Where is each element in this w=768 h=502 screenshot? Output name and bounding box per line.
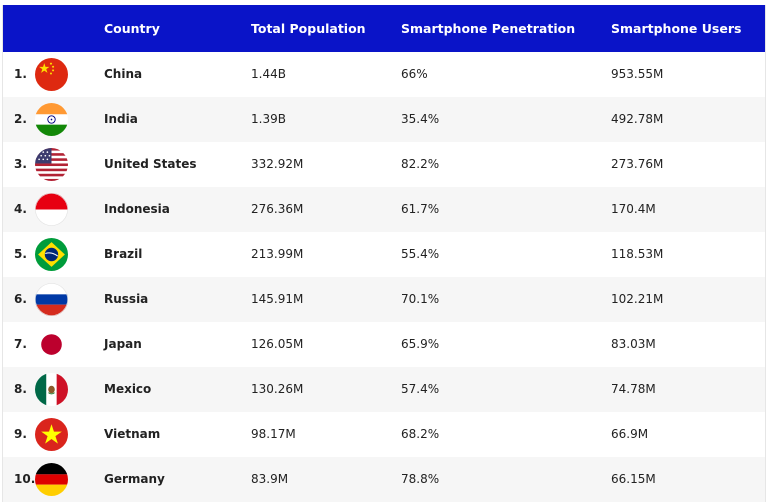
total-population: 126.05M bbox=[251, 337, 304, 351]
total-population: 1.39B bbox=[251, 112, 286, 126]
table-row: 3. United States 332.92M 82.2% 273.76M bbox=[3, 142, 765, 187]
country-name: Vietnam bbox=[104, 427, 161, 441]
smartphone-users: 83.03M bbox=[611, 337, 656, 351]
table-row: 1. China 1.44B 66% 953.55M bbox=[3, 52, 765, 97]
smartphone-users: 953.55M bbox=[611, 67, 664, 81]
rank: 5. bbox=[14, 247, 27, 261]
total-population: 130.26M bbox=[251, 382, 304, 396]
country-name: India bbox=[104, 112, 138, 126]
smartphone-users: 170.4M bbox=[611, 202, 656, 216]
country-name: Russia bbox=[104, 292, 149, 306]
table-row: 8. Mexico 130.26M 57.4% 74.78M bbox=[3, 367, 765, 412]
header-smartphone-penetration: Smartphone Penetration bbox=[401, 21, 576, 36]
rank: 9. bbox=[14, 427, 27, 441]
smartphone-users: 492.78M bbox=[611, 112, 664, 126]
rank: 8. bbox=[14, 382, 27, 396]
india-flag-icon bbox=[35, 103, 68, 136]
country-name: United States bbox=[104, 157, 197, 171]
smartphone-penetration: 55.4% bbox=[401, 247, 440, 261]
smartphone-penetration: 66% bbox=[401, 67, 428, 81]
total-population: 145.91M bbox=[251, 292, 304, 306]
total-population: 83.9M bbox=[251, 472, 289, 486]
country-name: Germany bbox=[104, 472, 165, 486]
country-name: China bbox=[104, 67, 143, 81]
total-population: 276.36M bbox=[251, 202, 304, 216]
country-name: Indonesia bbox=[104, 202, 170, 216]
rank: 2. bbox=[14, 112, 27, 126]
rank: 7. bbox=[14, 337, 27, 351]
smartphone-penetration: 70.1% bbox=[401, 292, 440, 306]
rank: 6. bbox=[14, 292, 27, 306]
usa-flag-icon bbox=[35, 148, 68, 181]
smartphone-penetration: 65.9% bbox=[401, 337, 440, 351]
table-row: 6. Russia 145.91M 70.1% 102.21M bbox=[3, 277, 765, 322]
rank: 10. bbox=[14, 472, 36, 486]
smartphone-penetration: 35.4% bbox=[401, 112, 440, 126]
total-population: 98.17M bbox=[251, 427, 296, 441]
smartphone-users: 66.15M bbox=[611, 472, 656, 486]
total-population: 213.99M bbox=[251, 247, 304, 261]
smartphone-penetration: 61.7% bbox=[401, 202, 440, 216]
smartphone-penetration: 57.4% bbox=[401, 382, 440, 396]
smartphone-penetration: 82.2% bbox=[401, 157, 440, 171]
table-row: 2. India 1.39B 35.4% 492.78M bbox=[3, 97, 765, 142]
smartphone-users: 102.21M bbox=[611, 292, 664, 306]
country-name: Brazil bbox=[104, 247, 143, 261]
smartphone-users: 118.53M bbox=[611, 247, 664, 261]
total-population: 332.92M bbox=[251, 157, 304, 171]
brazil-flag-icon bbox=[35, 238, 68, 271]
rank: 4. bbox=[14, 202, 27, 216]
germany-flag-icon bbox=[35, 463, 68, 496]
table-row: 4. Indonesia 276.36M 61.7% 170.4M bbox=[3, 187, 765, 232]
smartphone-penetration: 68.2% bbox=[401, 427, 440, 441]
smartphone-users: 66.9M bbox=[611, 427, 649, 441]
country-name: Japan bbox=[104, 337, 142, 351]
russia-flag-icon bbox=[35, 283, 68, 316]
mexico-flag-icon bbox=[35, 373, 68, 406]
smartphone-penetration: 78.8% bbox=[401, 472, 440, 486]
country-name: Mexico bbox=[104, 382, 152, 396]
rank: 3. bbox=[14, 157, 27, 171]
smartphone-users: 273.76M bbox=[611, 157, 664, 171]
table-row: 7. Japan 126.05M 65.9% 83.03M bbox=[3, 322, 765, 367]
china-flag-icon bbox=[35, 58, 68, 91]
table-row: 10. Germany 83.9M 78.8% 66.15M bbox=[3, 457, 765, 502]
vietnam-flag-icon bbox=[35, 418, 68, 451]
rank: 1. bbox=[14, 67, 27, 81]
header-smartphone-users: Smartphone Users bbox=[611, 21, 742, 36]
japan-flag-icon bbox=[35, 328, 68, 361]
table-row: 9. Vietnam 98.17M 68.2% 66.9M bbox=[3, 412, 765, 457]
smartphone-users-table: Country Total Population Smartphone Pene… bbox=[2, 5, 766, 502]
indonesia-flag-icon bbox=[35, 193, 68, 226]
total-population: 1.44B bbox=[251, 67, 286, 81]
table-header: Country Total Population Smartphone Pene… bbox=[3, 5, 765, 52]
smartphone-users: 74.78M bbox=[611, 382, 656, 396]
header-total-population: Total Population bbox=[251, 21, 366, 36]
table-row: 5. Brazil 213.99M 55.4% 118.53M bbox=[3, 232, 765, 277]
header-country: Country bbox=[104, 21, 160, 36]
